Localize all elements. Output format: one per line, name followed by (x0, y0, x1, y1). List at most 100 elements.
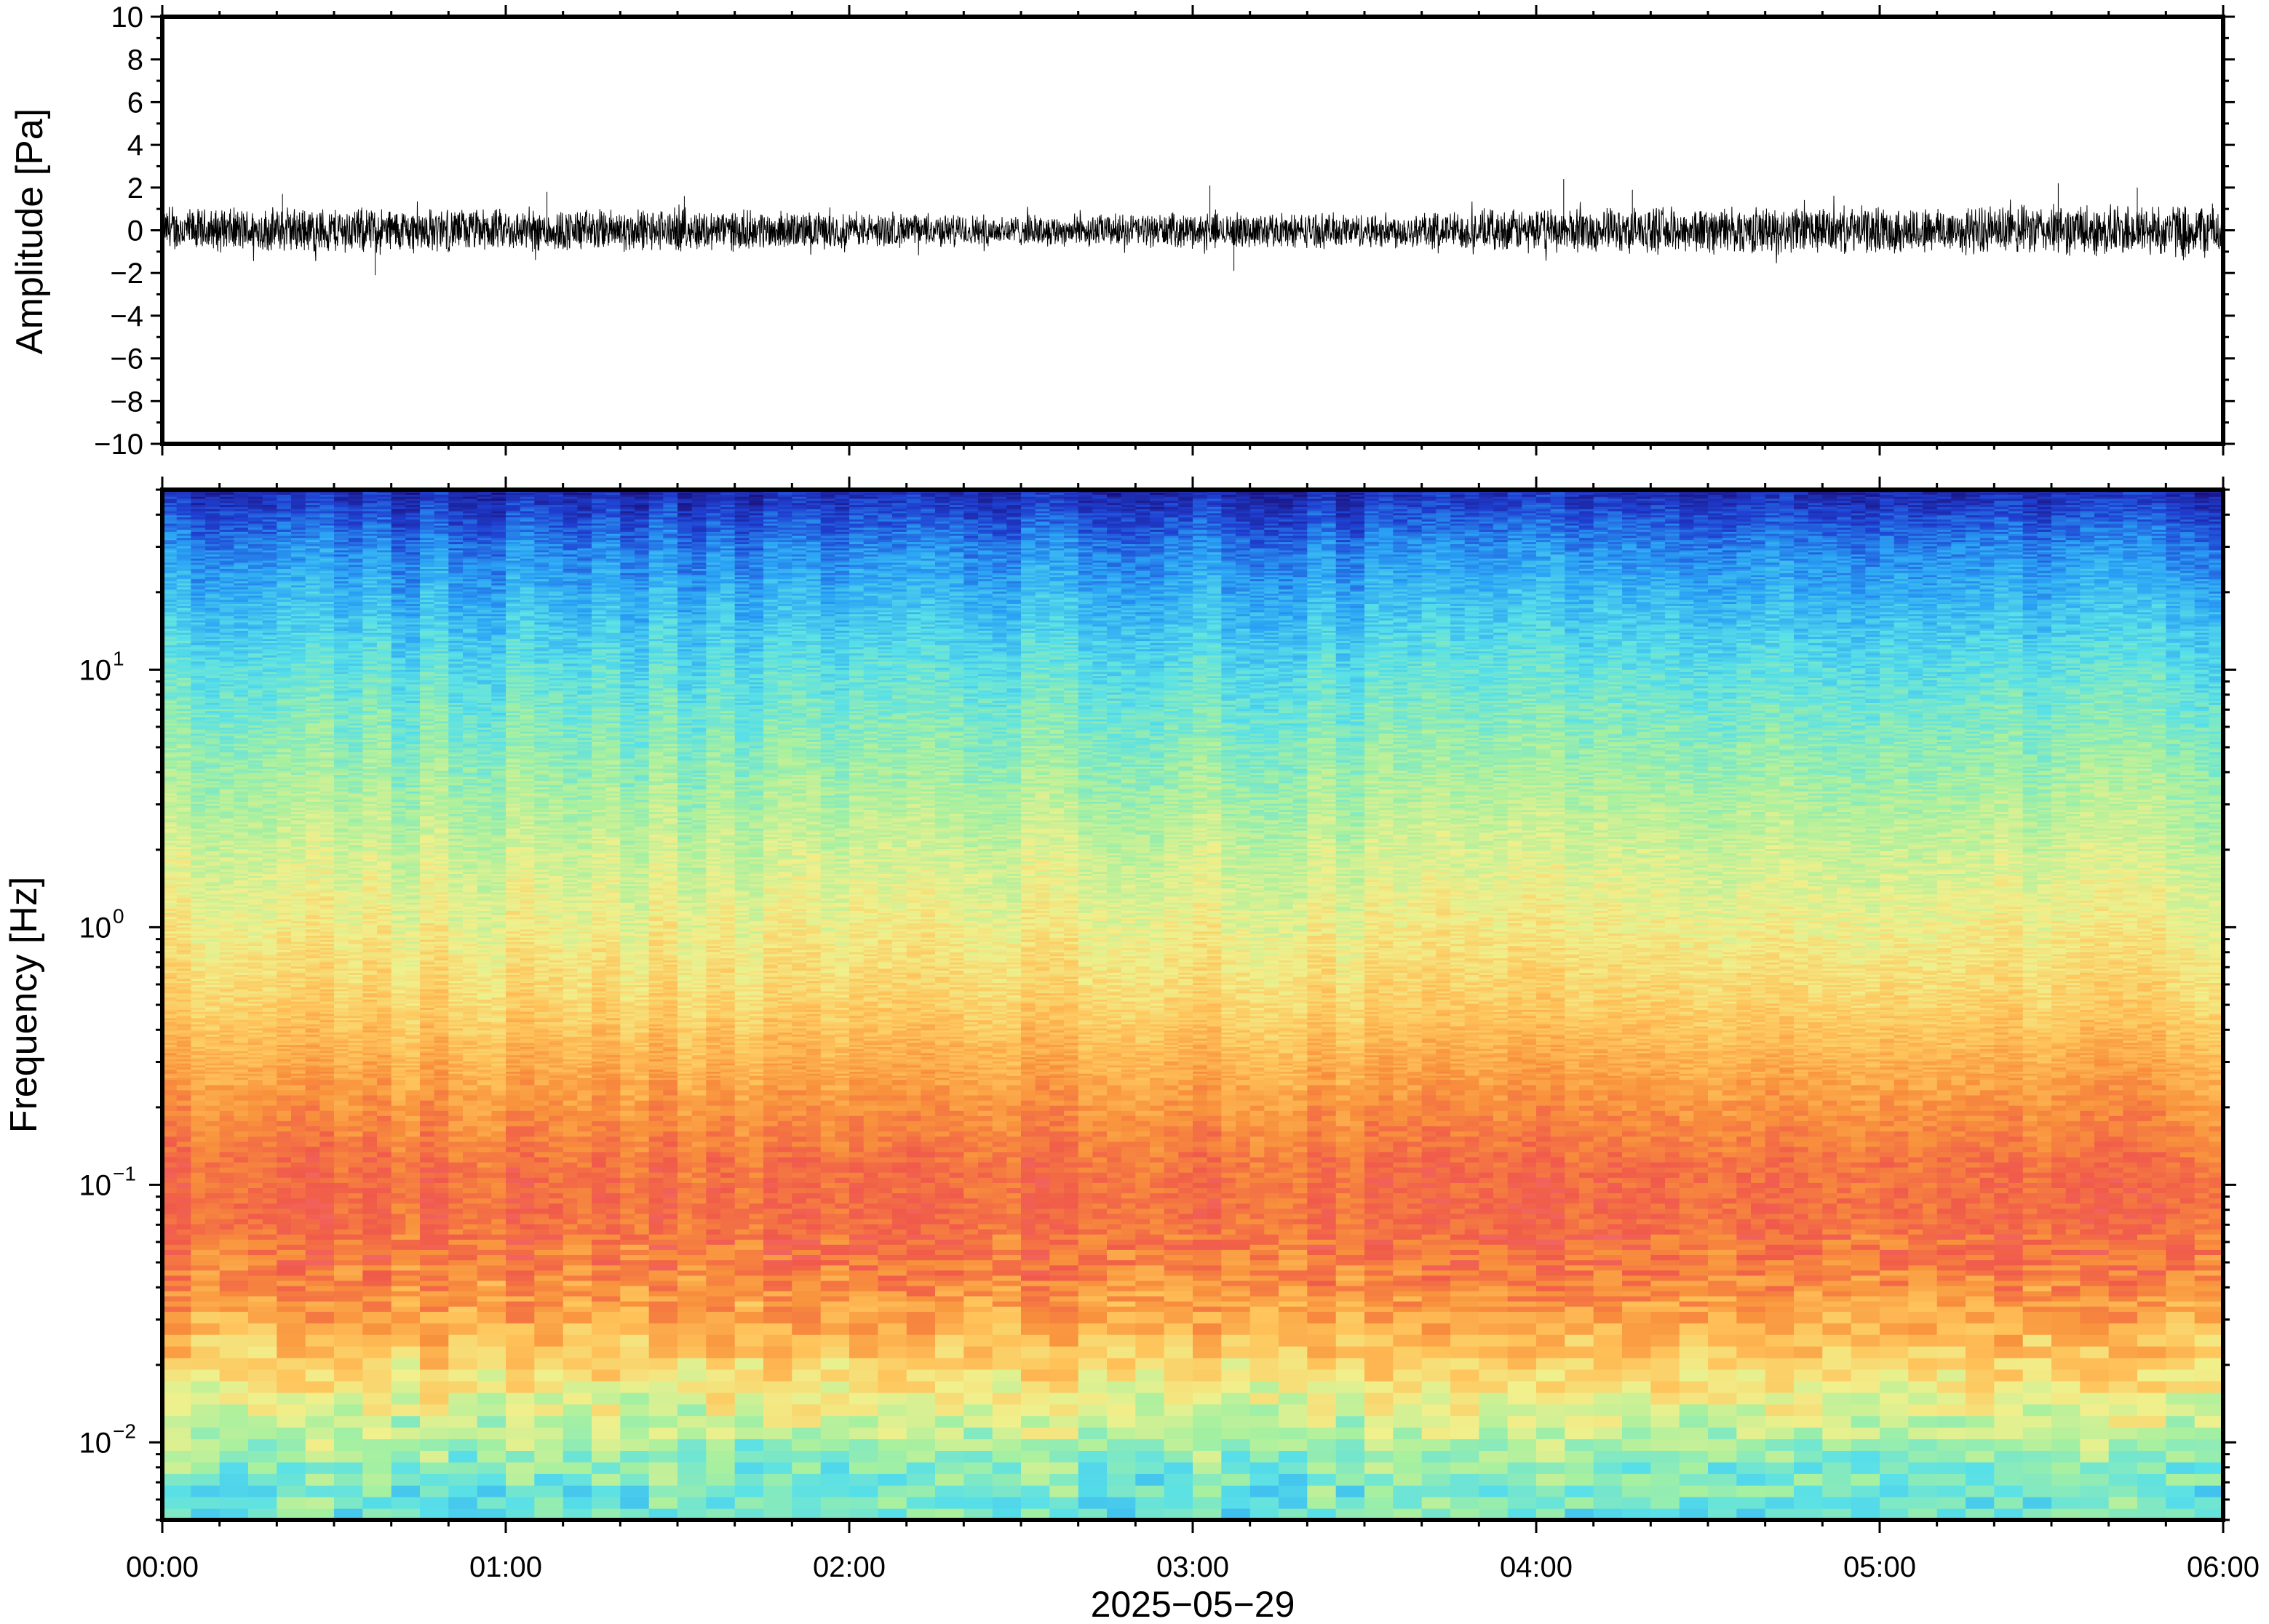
spectrogram-cell (864, 1198, 879, 1204)
spectrogram-cell (2023, 1275, 2052, 1281)
spectrogram-cell (1364, 1346, 1394, 1358)
spectrogram-cell (1006, 1172, 1022, 1178)
spectrogram-cell (2037, 1209, 2052, 1214)
spectrogram-cell (1794, 1301, 1823, 1307)
spectrogram-cell (1665, 1193, 1680, 1198)
spectrogram-cell (878, 1219, 893, 1225)
spectrogram-cell (1665, 1214, 1680, 1219)
spectrogram-cell (1336, 1177, 1351, 1183)
spectrogram-cell (306, 1416, 335, 1428)
spectrogram-cell (720, 1229, 736, 1235)
spectrogram-cell (677, 1270, 707, 1276)
spectrogram-cell (1393, 1428, 1422, 1440)
spectrogram-cell (1994, 1214, 2009, 1219)
spectrogram-cell (1279, 1275, 1308, 1281)
spectrogram-cell (821, 1296, 850, 1302)
spectrogram-cell (878, 1346, 907, 1358)
spectrogram-cell (1350, 1209, 1365, 1214)
spectrogram-cell (1307, 1203, 1322, 1209)
spectrogram-cell (534, 1334, 563, 1347)
spectrogram-cell (1851, 1249, 1880, 1255)
spectrogram-cell (1736, 1311, 1765, 1324)
spectrogram-cell (2109, 1244, 2138, 1250)
spectrogram-cell (706, 1393, 735, 1405)
spectrogram-cell (849, 1198, 865, 1204)
spectrogram-cell (993, 1346, 1022, 1358)
spectrogram-cell (1193, 1193, 1208, 1198)
spectrogram-cell (993, 1296, 1022, 1302)
spectrogram-cell (1164, 1193, 1180, 1198)
spectrogram-cell (477, 1306, 506, 1312)
spectrogram-cell (463, 1209, 478, 1214)
spectrogram-cell (506, 1209, 521, 1214)
spectrogram-cell (1966, 1286, 1995, 1291)
spectrogram-cell (1221, 1224, 1236, 1230)
spectrogram-cell (1250, 1182, 1265, 1188)
spectrogram-cell (2080, 1187, 2095, 1193)
spectrogram-cell (592, 1244, 621, 1250)
spectrogram-cell (606, 1219, 621, 1225)
spectrogram-cell (1508, 1381, 1537, 1393)
spectrogram-cell (1608, 1203, 1623, 1209)
spectrogram-cell (1708, 1346, 1737, 1358)
spectrogram-cell (1479, 1177, 1494, 1183)
spectrogram-cell (1036, 1214, 1051, 1219)
spectrogram-cell (177, 1229, 192, 1235)
spectrogram-cell (1322, 1198, 1337, 1204)
spectrogram-cell (1565, 1428, 1594, 1440)
spectrogram-cell (1221, 1249, 1250, 1255)
spectrogram-cell (191, 1450, 220, 1462)
spectrogram-cell (1565, 1234, 1594, 1240)
spectrogram-cell (792, 1462, 821, 1474)
spectrogram-cell (649, 1198, 664, 1204)
spectrogram-cell (1422, 1254, 1451, 1260)
spectrogram-cell (1135, 1198, 1151, 1204)
spectrogram-cell (1851, 1234, 1880, 1240)
spectrogram-cell (362, 1198, 378, 1204)
spectrogram-cell (1923, 1214, 1938, 1219)
spectrogram-cell (1622, 1270, 1651, 1276)
spectrogram-cell (2109, 1301, 2138, 1307)
spectrogram-cell (1393, 1334, 1422, 1347)
spectrogram-cell (1364, 1229, 1380, 1235)
spectrogram-cell (577, 1167, 592, 1173)
spectrogram-cell (392, 1291, 421, 1297)
spectrogram-cell (191, 1281, 220, 1286)
spectrogram-cell (563, 1358, 592, 1370)
spectrogram-cell (563, 1209, 579, 1214)
spectrogram-cell (2195, 1311, 2224, 1324)
spectrogram-cell (1837, 1177, 1852, 1183)
spectrogram-cell (1250, 1323, 1279, 1335)
spectrogram-cell (1822, 1485, 1851, 1497)
spectrogram-cell (720, 1209, 736, 1214)
spectrogram-cell (1207, 1182, 1223, 1188)
spectrogram-cell (1908, 1203, 1923, 1209)
spectrogram-cell (1107, 1229, 1122, 1235)
spectrogram-cell (334, 1219, 349, 1225)
spectrogram-cell (935, 1439, 964, 1452)
spectrogram-cell (1479, 1462, 1508, 1474)
spectrogram-cell (1293, 1162, 1308, 1168)
spectrogram-cell (448, 1219, 464, 1225)
spectrogram-cell (306, 1439, 335, 1452)
spectrogram-cell (706, 1224, 721, 1230)
spectrogram-cell (1680, 1270, 1709, 1276)
spectrogram-cell (291, 1198, 306, 1204)
spectrogram-cell (1966, 1244, 1995, 1250)
spectrogram-cell (1078, 1473, 1108, 1486)
spectrogram-cell (892, 1182, 907, 1188)
spectrogram-cell (1164, 1311, 1193, 1324)
spectrogram-cell (2051, 1286, 2081, 1291)
spectrogram-cell (1966, 1162, 1981, 1168)
spectrogram-cell (563, 1450, 592, 1462)
spectrogram-cell (220, 1381, 249, 1393)
spectrogram-cell (706, 1198, 721, 1204)
spectrogram-cell (1680, 1239, 1709, 1245)
spectrogram-cell (1307, 1296, 1336, 1302)
spectrogram-cell (1551, 1172, 1566, 1178)
spectrogram-cell (334, 1265, 363, 1271)
spectrogram-cell (1622, 1162, 1637, 1168)
spectrogram-cell (534, 1219, 549, 1225)
spectrogram-cell (1622, 1381, 1651, 1393)
spectrogram-cell (277, 1473, 306, 1486)
